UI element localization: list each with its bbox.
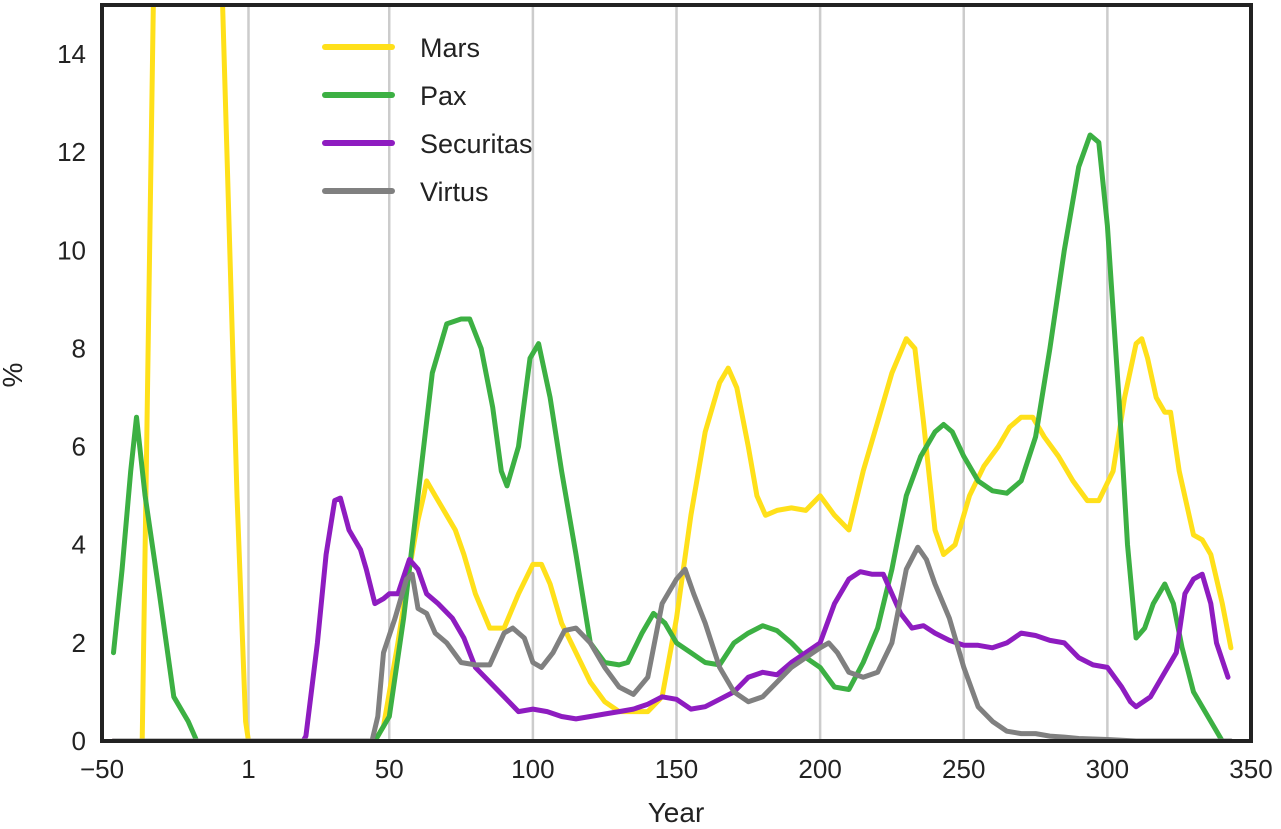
legend-label-mars: Mars xyxy=(420,33,480,63)
x-tick-label: 100 xyxy=(511,754,554,784)
legend-label-virtus: Virtus xyxy=(420,177,489,207)
y-tick-label: 6 xyxy=(72,432,86,462)
y-axis-label: % xyxy=(0,363,28,388)
x-tick-label: 150 xyxy=(655,754,698,784)
x-tick-label: −50 xyxy=(80,754,124,784)
y-tick-label: 0 xyxy=(72,726,86,756)
legend-label-securitas: Securitas xyxy=(420,129,533,159)
x-tick-label: 350 xyxy=(1229,754,1272,784)
vertical-gridlines xyxy=(247,5,1109,741)
x-tick-label: 50 xyxy=(375,754,404,784)
series-line-pax xyxy=(111,132,1225,741)
series-line-securitas xyxy=(111,495,1231,741)
y-tick-label: 12 xyxy=(57,137,86,167)
y-tick-label: 8 xyxy=(72,333,86,363)
y-tick-label: 4 xyxy=(72,530,86,560)
x-tick-label: 300 xyxy=(1086,754,1129,784)
series-line-mars xyxy=(111,5,1234,741)
x-tick-label: 250 xyxy=(942,754,985,784)
x-tick-label: 1 xyxy=(241,754,255,784)
y-tick-labels: 0 2 4 6 8 10 12 14 xyxy=(57,39,86,756)
y-tick-label: 10 xyxy=(57,235,86,265)
x-tick-labels: −50 1 50 100 150 200 250 300 350 xyxy=(80,754,1273,784)
plot-frame xyxy=(100,3,1253,743)
x-axis-label: Year xyxy=(648,797,705,828)
series-line-virtus xyxy=(111,544,1234,741)
x-tick-label: 200 xyxy=(798,754,841,784)
y-tick-label: 2 xyxy=(72,628,86,658)
series-lines xyxy=(111,5,1234,741)
legend-label-pax: Pax xyxy=(420,81,467,111)
y-tick-label: 14 xyxy=(57,39,86,69)
legend: Mars Pax Securitas Virtus xyxy=(322,33,533,207)
